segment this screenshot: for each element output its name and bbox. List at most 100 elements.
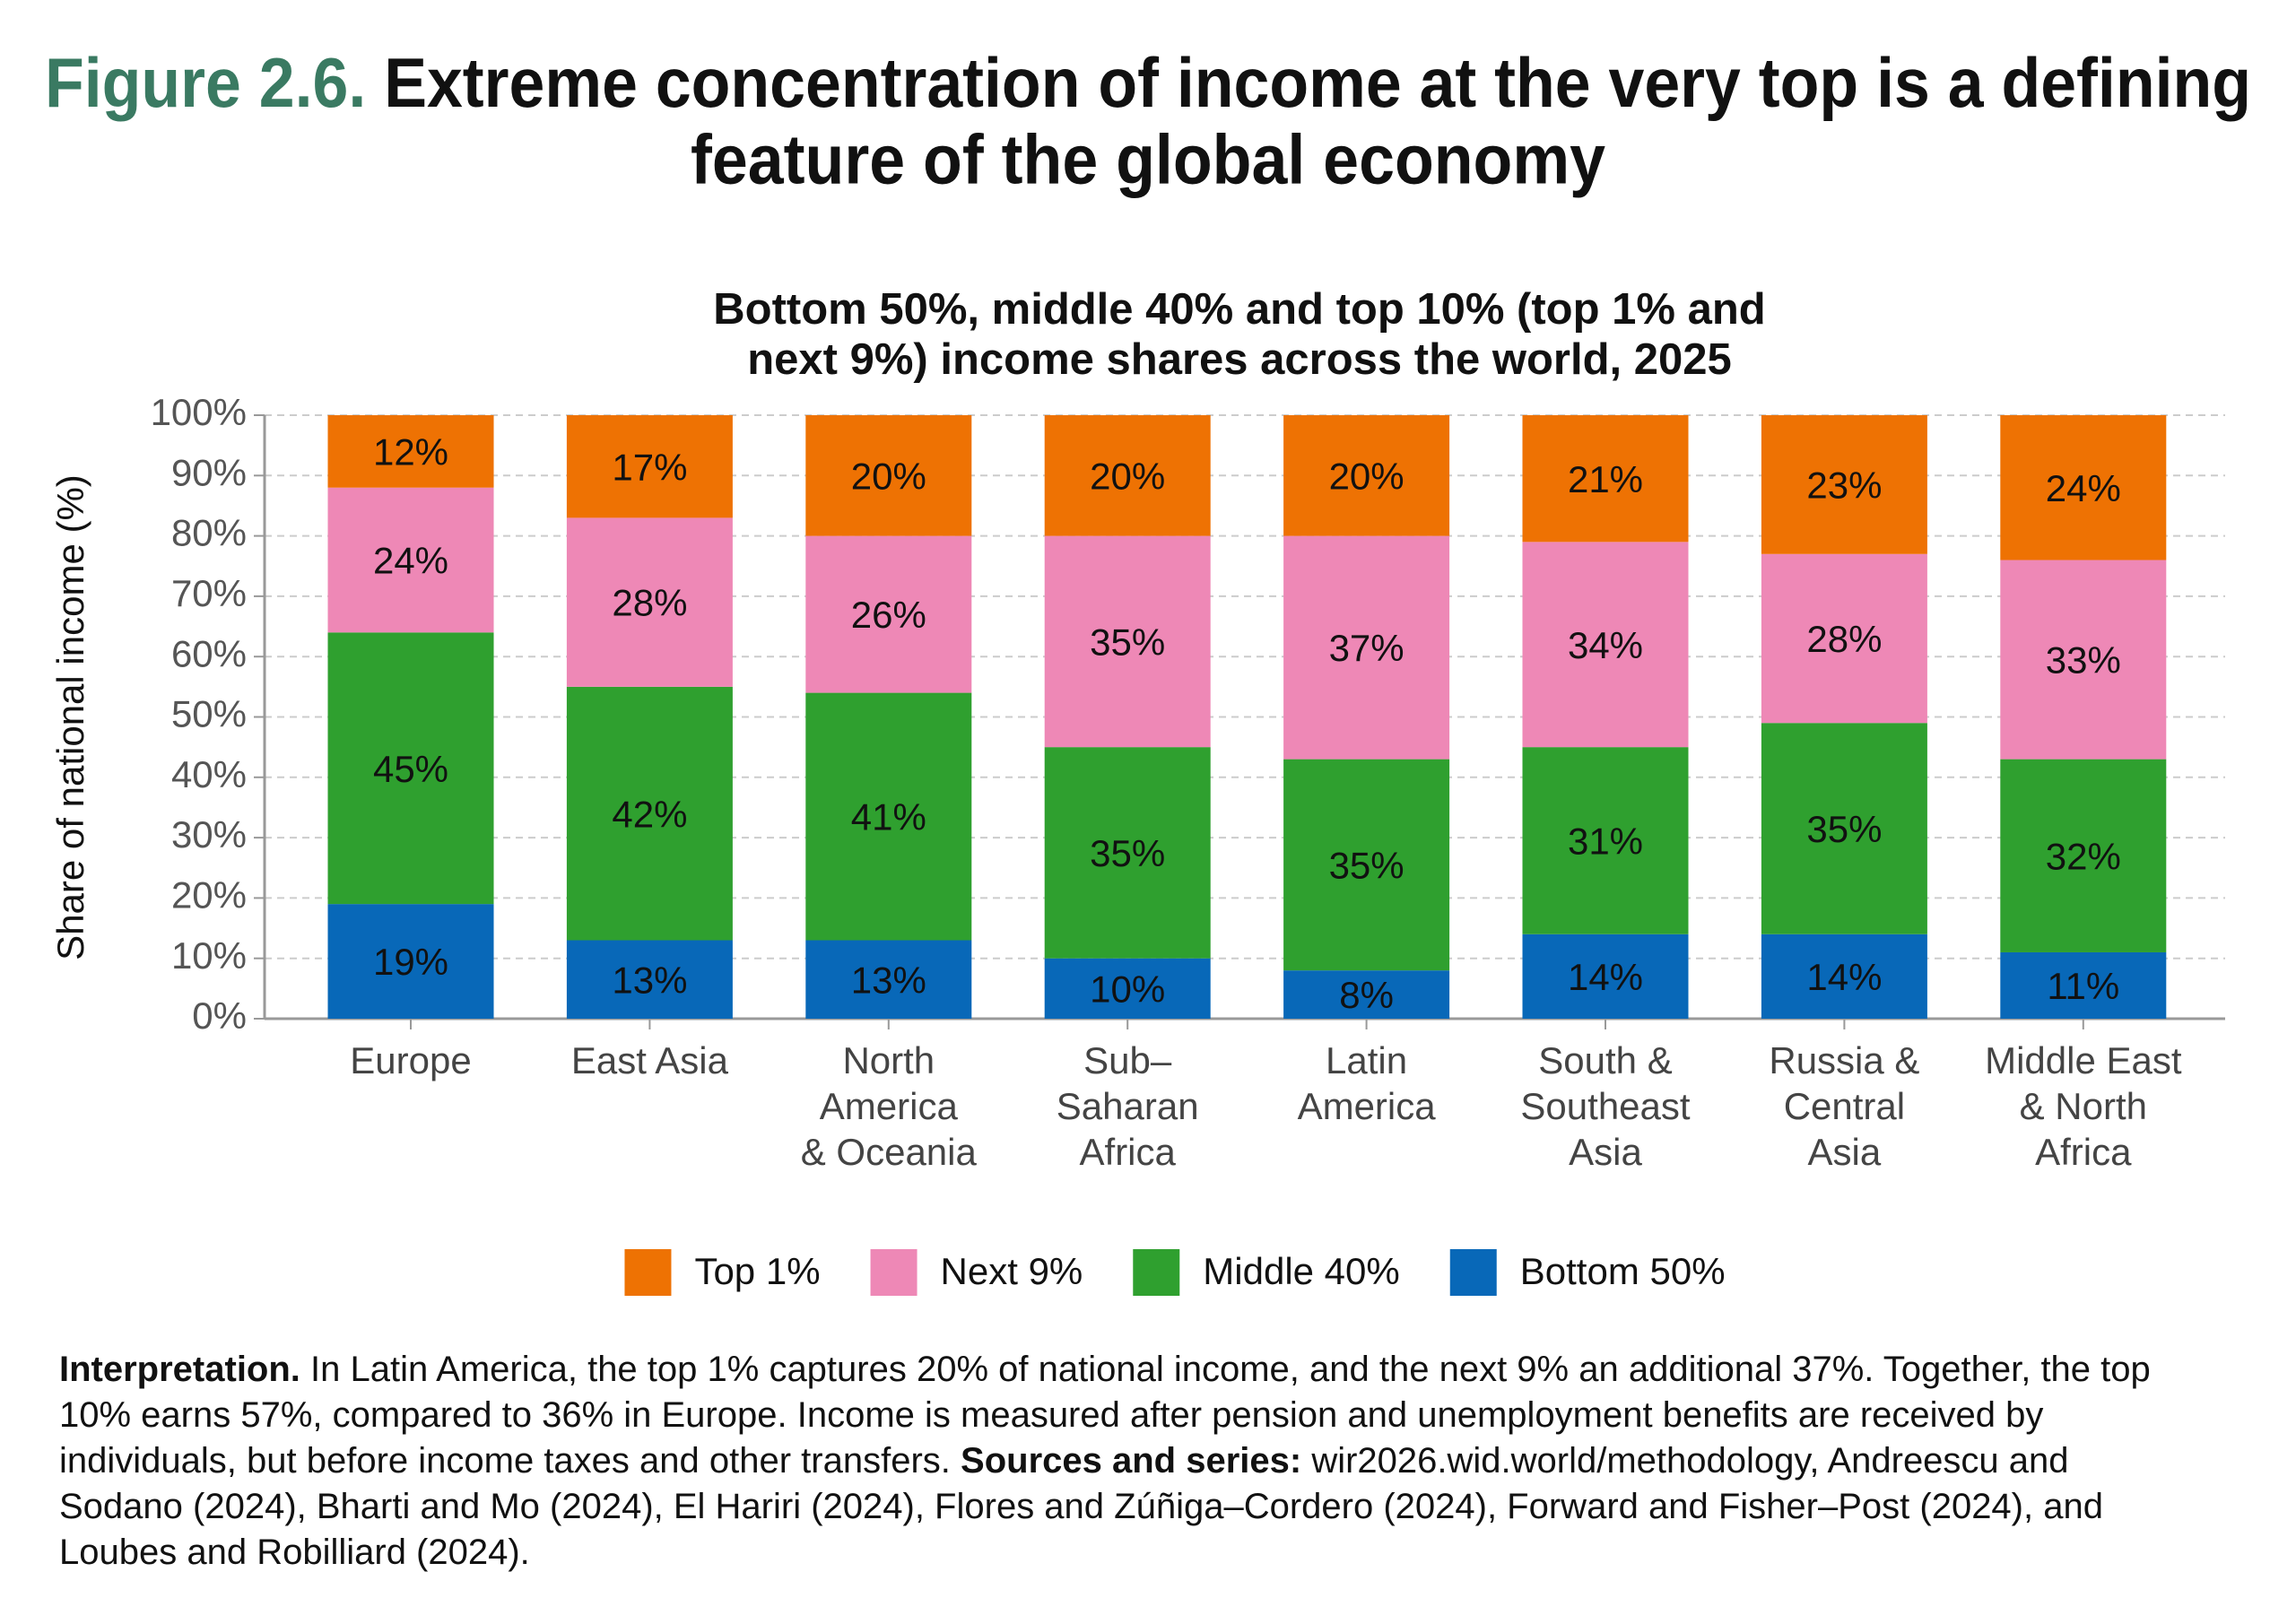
x-tick-label-line: Saharan <box>1057 1085 1199 1127</box>
x-tick-label-line: America <box>1298 1085 1437 1127</box>
bar-segment <box>1522 542 1689 748</box>
bar-segment <box>327 632 494 905</box>
bar-segment <box>805 940 972 1019</box>
x-tick-label-line: Latin <box>1326 1039 1407 1081</box>
legend-swatch <box>1133 1249 1180 1296</box>
value-label: 13% <box>851 959 926 1001</box>
x-tick-label-line: Asia <box>1569 1131 1642 1173</box>
bar-segment <box>2000 951 2167 1019</box>
bar-segment <box>1044 747 1211 959</box>
bar-segment <box>2000 759 2167 952</box>
title-text: Extreme concentration of income at the v… <box>384 43 2251 122</box>
y-tick-label: 10% <box>171 934 247 977</box>
sources-label: Sources and series: <box>961 1441 1302 1481</box>
bar-segment <box>327 904 494 1019</box>
bar-segment <box>1283 535 1450 760</box>
x-tick-label-line: Africa <box>1080 1131 1177 1173</box>
x-tick-label-line: Sub– <box>1083 1039 1172 1081</box>
x-tick-label: Russia & Central Asia <box>1769 1039 1919 1173</box>
note: Interpretation. In Latin America, the to… <box>59 1347 2176 1576</box>
legend-item: Bottom 50% <box>1449 1249 1726 1296</box>
x-tick-label: Latin America <box>1298 1039 1437 1127</box>
value-label: 23% <box>1806 464 1882 506</box>
bar-segment <box>1761 415 1927 554</box>
y-tick-label: 60% <box>171 632 247 674</box>
value-label: 19% <box>373 941 448 983</box>
legend-swatch <box>870 1249 918 1296</box>
title-text: feature of the global economy <box>691 120 1605 199</box>
bar-segment <box>1522 415 1689 543</box>
value-label: 45% <box>373 748 448 790</box>
interpretation: In Latin America, the top 1% captures 20… <box>59 1350 2151 1481</box>
bar-segment <box>1283 970 1450 1019</box>
x-tick-label-line: Africa <box>2035 1131 2132 1173</box>
bar-segment <box>327 415 494 488</box>
y-tick-label: 50% <box>171 693 247 735</box>
bar-segment <box>566 940 733 1019</box>
bar-segment <box>1761 723 1927 934</box>
legend-swatch <box>624 1249 672 1296</box>
value-label: 17% <box>612 446 687 488</box>
value-label: 10% <box>1090 968 1165 1010</box>
value-label: 21% <box>1568 458 1643 500</box>
legend-item: Middle 40% <box>1133 1249 1400 1296</box>
sources: wir2026.wid.world/methodology, Andreescu… <box>59 1441 2103 1572</box>
value-label: 13% <box>612 959 687 1001</box>
bar-segment <box>566 517 733 687</box>
bar-segment <box>1522 934 1689 1019</box>
subtitle: next 9%) income shares across the world,… <box>747 335 1732 384</box>
bar-segment <box>566 686 733 941</box>
value-label: 14% <box>1568 956 1643 998</box>
bar-segment <box>2000 415 2167 560</box>
bar-segment <box>327 487 494 633</box>
value-label: 37% <box>1329 627 1405 669</box>
bar-segment <box>566 415 733 518</box>
bar-segment <box>805 535 972 693</box>
value-label: 31% <box>1568 821 1643 863</box>
y-tick-label: 100% <box>151 391 247 433</box>
x-tick-label: Sub– Saharan Africa <box>1057 1039 1199 1173</box>
legend-item: Top 1% <box>624 1249 821 1296</box>
x-tick-label-line: Asia <box>1808 1131 1882 1173</box>
y-tick-label: 70% <box>171 572 247 614</box>
bar-segment <box>1044 535 1211 748</box>
value-label: 33% <box>2046 639 2121 682</box>
x-tick-label: East Asia <box>571 1039 729 1081</box>
value-label: 12% <box>373 430 448 473</box>
value-label: 24% <box>2046 467 2121 509</box>
x-tick-label-line: East Asia <box>571 1039 729 1081</box>
x-tick-label-line: Middle East <box>1985 1039 2182 1081</box>
value-label: 32% <box>2046 835 2121 877</box>
chart: Figure 2.6. Extreme concentration of inc… <box>45 43 2251 1296</box>
value-label: 20% <box>1329 455 1405 497</box>
y-tick-label: 20% <box>171 873 247 916</box>
y-tick-label: 80% <box>171 512 247 554</box>
bar-segment <box>805 692 972 941</box>
value-label: 28% <box>612 582 687 624</box>
x-tick-label-line: America <box>820 1085 959 1127</box>
bar-segment <box>1761 553 1927 724</box>
x-tick-label-line: North <box>842 1039 935 1081</box>
x-tick-label-line: Russia & <box>1769 1039 1919 1081</box>
value-label: 20% <box>1090 455 1165 497</box>
x-tick-label: Middle East & North Africa <box>1985 1039 2182 1173</box>
value-label: 35% <box>1090 832 1165 874</box>
legend-item: Next 9% <box>870 1249 1083 1296</box>
legend-label: Middle 40% <box>1203 1250 1399 1292</box>
bar-segment <box>1761 934 1927 1019</box>
bar-segment <box>1044 415 1211 536</box>
value-label: 20% <box>851 455 926 497</box>
value-label: 14% <box>1806 956 1882 998</box>
bar-segment <box>1283 415 1450 536</box>
value-label: 8% <box>1339 974 1394 1016</box>
value-label: 35% <box>1090 621 1165 663</box>
value-label: 24% <box>373 540 448 582</box>
x-tick-label-line: Southeast <box>1520 1085 1690 1127</box>
value-label: 26% <box>851 594 926 636</box>
y-tick-label: 30% <box>171 813 247 855</box>
bar-segment <box>1283 759 1450 971</box>
interpretation-label: Interpretation. <box>59 1350 300 1389</box>
subtitle: Bottom 50%, middle 40% and top 10% (top … <box>713 285 1765 334</box>
y-tick-label: 0% <box>192 994 247 1037</box>
